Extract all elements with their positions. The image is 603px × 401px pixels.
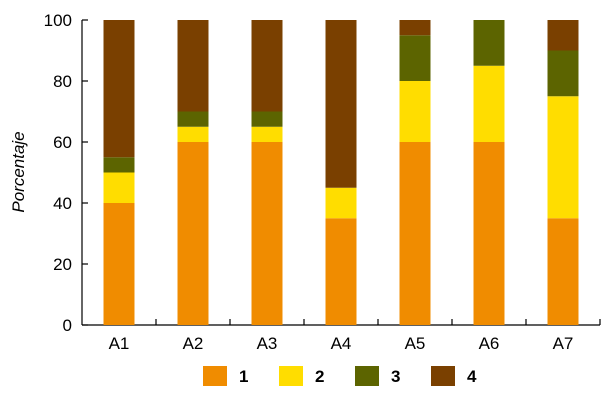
plot-area: 0 20 40 60 80 100 A1 A2 A3 A4 A5 A6 A7 — [44, 11, 601, 353]
bars-group — [103, 20, 579, 325]
x-ticks-group: A1 A2 A3 A4 A5 A6 A7 — [109, 319, 601, 353]
y-ticks-group: 0 20 40 60 80 100 — [44, 11, 88, 335]
legend-label-2: 2 — [315, 367, 324, 386]
bar-a7-series-2 — [547, 96, 579, 219]
bar-a1-series-2 — [103, 172, 135, 203]
bar-a5-series-3 — [399, 35, 431, 81]
bar-a5-series-4 — [399, 20, 431, 36]
bar-a7-series-3 — [547, 50, 579, 97]
legend-swatch-3 — [355, 366, 379, 386]
bar-a7-series-4 — [547, 20, 579, 51]
y-tick-label-20: 20 — [53, 255, 72, 274]
x-tick-label-a5: A5 — [405, 334, 426, 353]
y-tick-label-80: 80 — [53, 72, 72, 91]
bar-a3-series-2 — [251, 126, 283, 142]
legend-swatch-4 — [431, 366, 455, 386]
bar-a4-series-1 — [325, 218, 357, 325]
y-tick-label-40: 40 — [53, 194, 72, 213]
y-tick-label-0: 0 — [63, 316, 72, 335]
bar-a6-series-3 — [473, 20, 505, 66]
bar-a2-series-1 — [177, 142, 209, 325]
bar-a4-series-2 — [325, 187, 357, 219]
bar-a6-series-1 — [473, 142, 505, 325]
y-tick-label-60: 60 — [53, 133, 72, 152]
bar-a1-series-1 — [103, 203, 135, 325]
y-axis-title: Porcentaje — [9, 131, 28, 212]
bar-a6-series-2 — [473, 65, 505, 142]
bar-a3-series-1 — [251, 142, 283, 325]
bar-a2-series-3 — [177, 111, 209, 127]
bar-a3-series-3 — [251, 111, 283, 127]
x-tick-label-a6: A6 — [479, 334, 500, 353]
bar-a2-series-2 — [177, 126, 209, 142]
legend-swatch-2 — [279, 366, 303, 386]
y-tick-label-100: 100 — [44, 11, 72, 30]
legend-swatch-1 — [203, 366, 227, 386]
bar-a5-series-2 — [399, 81, 431, 142]
bar-a4-series-4 — [325, 20, 357, 188]
bar-a7-series-1 — [547, 218, 579, 325]
bar-a2-series-4 — [177, 20, 209, 112]
bar-a1-series-3 — [103, 157, 135, 173]
bar-a1-series-4 — [103, 20, 135, 158]
x-tick-label-a7: A7 — [553, 334, 574, 353]
legend-label-3: 3 — [391, 367, 400, 386]
bar-a5-series-1 — [399, 142, 431, 325]
legend: 1 2 3 4 — [203, 366, 477, 386]
legend-label-1: 1 — [239, 367, 248, 386]
bar-a3-series-4 — [251, 20, 283, 112]
x-tick-label-a4: A4 — [331, 334, 352, 353]
x-tick-label-a3: A3 — [257, 334, 278, 353]
legend-label-4: 4 — [467, 367, 477, 386]
x-tick-label-a1: A1 — [109, 334, 130, 353]
x-tick-label-a2: A2 — [183, 334, 204, 353]
